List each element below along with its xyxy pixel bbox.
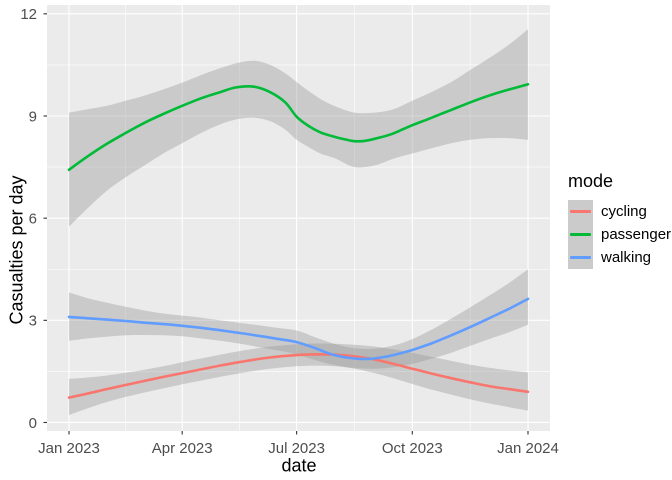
y-tick-label: 0: [29, 415, 37, 432]
legend-key-line-icon: [570, 256, 591, 259]
y-tick-label: 9: [29, 108, 37, 125]
series-line-walking: [67, 297, 530, 361]
legend-key: [568, 200, 593, 223]
legend-key: [568, 223, 593, 246]
x-tick-label: Jul 2023: [268, 440, 325, 457]
x-tick-label: Jan 2023: [38, 440, 100, 457]
legend-item-cycling: cycling: [568, 200, 671, 223]
series-ribbon-cycling: [69, 343, 528, 415]
y-axis-title: Casualties per day: [6, 175, 27, 325]
legend-key-line-icon: [570, 233, 591, 236]
legend-key: [568, 246, 593, 269]
plot-area: [67, 29, 530, 415]
series-line-cycling: [67, 353, 530, 399]
legend-title: mode: [568, 171, 614, 191]
legend-items: cycling passenger walking: [568, 200, 671, 269]
x-tick-label: Oct 2023: [382, 440, 443, 457]
legend-key-line-icon: [570, 210, 591, 213]
x-tick-label: Apr 2023: [152, 440, 213, 457]
legend-item-passenger: passenger: [568, 223, 671, 246]
x-axis-title: date: [281, 455, 317, 476]
y-tick-label: 12: [20, 6, 37, 23]
legend-item-label: walking: [601, 249, 652, 266]
series-ribbon-passenger: [69, 29, 528, 227]
legend: mode cycling passenger walking: [568, 171, 671, 269]
legend-item-walking: walking: [568, 246, 671, 269]
legend-item-label: passenger: [601, 226, 672, 243]
legend-item-label: cycling: [601, 203, 647, 220]
series-ribbon-walking: [69, 269, 528, 369]
y-tick-label: 3: [29, 313, 37, 330]
series-line-passenger: [67, 83, 530, 172]
x-tick-label: Jan 2024: [497, 440, 559, 457]
y-tick-label: 6: [29, 210, 37, 227]
